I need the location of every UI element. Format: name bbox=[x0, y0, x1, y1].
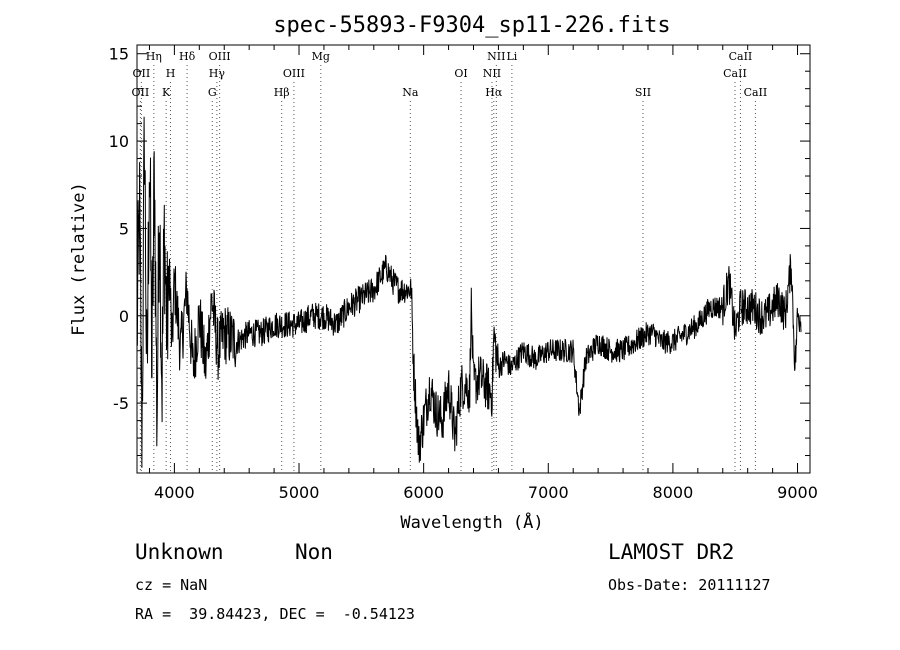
line-mark-label-14: NII bbox=[483, 67, 501, 80]
line-mark-label-17: Li bbox=[506, 50, 517, 63]
line-mark-label-12: Na bbox=[402, 86, 419, 99]
x-tick-label-2: 6000 bbox=[403, 483, 444, 502]
line-mark-label-8: OIII bbox=[209, 50, 231, 63]
line-mark-label-16: NII bbox=[487, 50, 505, 63]
y-tick-label-2: 5 bbox=[119, 219, 129, 238]
y-tick-label-4: 15 bbox=[109, 45, 129, 64]
x-tick-label-5: 9000 bbox=[777, 483, 818, 502]
spectrum-series-line bbox=[136, 116, 802, 468]
line-mark-label-19: CaII bbox=[723, 67, 747, 80]
y-tick-label-3: 10 bbox=[109, 132, 129, 151]
line-mark-label-3: K bbox=[162, 86, 171, 99]
ra-dec-coordinates: RA = 39.84423, DEC = -0.54123 bbox=[135, 605, 415, 623]
line-mark-label-0: OII bbox=[132, 86, 150, 99]
chart-title: spec-55893-F9304_sp11-226.fits bbox=[273, 13, 670, 38]
line-mark-label-13: OI bbox=[454, 67, 467, 80]
redshift-cz: cz = NaN bbox=[135, 576, 208, 594]
line-mark-label-5: Hδ bbox=[179, 50, 196, 63]
line-mark-label-2: Hη bbox=[146, 50, 162, 63]
observation-date: Obs-Date: 20111127 bbox=[608, 576, 771, 594]
line-mark-label-10: OIII bbox=[283, 67, 305, 80]
object-subclass: Non bbox=[295, 540, 333, 564]
line-mark-label-6: G bbox=[208, 86, 217, 99]
line-mark-label-1: OII bbox=[133, 67, 151, 80]
survey-name: LAMOST DR2 bbox=[608, 540, 735, 564]
line-mark-label-7: Hγ bbox=[209, 67, 226, 80]
line-mark-label-15: Hα bbox=[485, 86, 503, 99]
y-axis-label: Flux (relative) bbox=[69, 182, 89, 336]
y-tick-label-0: -5 bbox=[113, 394, 129, 413]
plot-frame bbox=[136, 44, 811, 474]
axis-ticks: 4000 5000 6000 7000 8000 9000 -5 0 5 10 15 bbox=[109, 45, 818, 502]
line-mark-label-9: Hβ bbox=[274, 86, 290, 99]
line-mark-label-4: H bbox=[166, 67, 176, 80]
line-mark-label-20: CaII bbox=[729, 50, 753, 63]
line-mark-label-18: SII bbox=[635, 86, 651, 99]
x-tick-label-3: 7000 bbox=[528, 483, 569, 502]
x-tick-label-0: 4000 bbox=[154, 483, 195, 502]
object-class: Unknown bbox=[135, 540, 224, 564]
line-mark-label-11: Mg bbox=[312, 50, 330, 63]
x-tick-label-1: 5000 bbox=[279, 483, 320, 502]
y-tick-label-1: 0 bbox=[119, 307, 129, 326]
line-mark-label-21: CaII bbox=[744, 86, 768, 99]
x-axis-label: Wavelength (Å) bbox=[400, 511, 543, 533]
x-tick-label-4: 8000 bbox=[653, 483, 694, 502]
